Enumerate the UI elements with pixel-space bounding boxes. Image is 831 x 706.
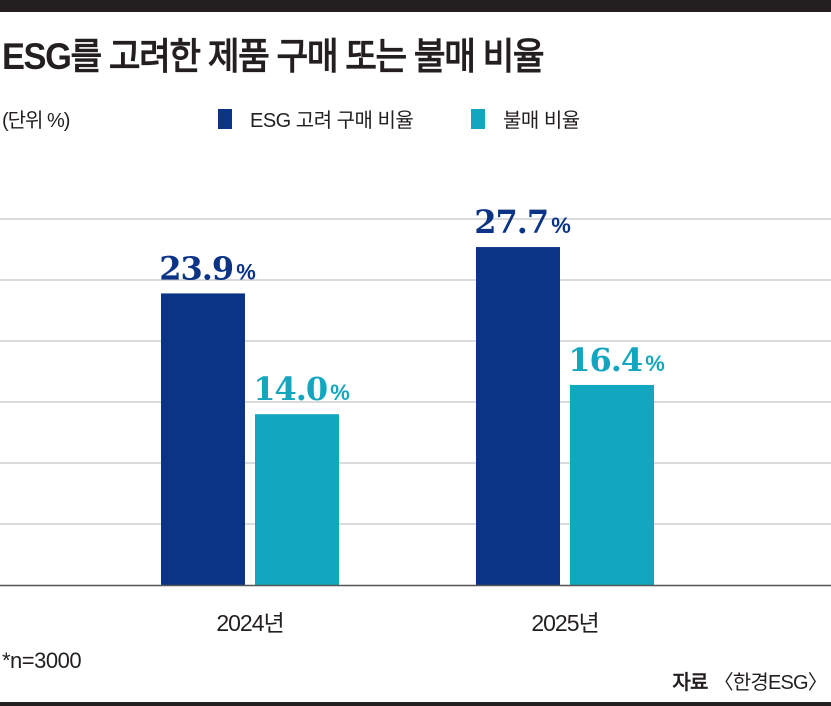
- data-label: 27.7%: [474, 203, 570, 241]
- legend-label-boycott: 불매 비율: [503, 110, 580, 132]
- bar-esg-1: [476, 247, 560, 585]
- percent-sign: %: [551, 213, 570, 238]
- percent-sign: %: [330, 380, 349, 405]
- x-tick-label: 2024년: [216, 610, 283, 636]
- source-name: 〈한경ESG〉: [713, 672, 828, 694]
- percent-sign: %: [645, 351, 664, 376]
- legend-swatch-esg: [218, 108, 232, 129]
- percent-sign: %: [236, 259, 255, 284]
- top-rule: [0, 0, 831, 12]
- bar-esg-0: [161, 293, 245, 585]
- unit-label: (단위 %): [2, 110, 70, 132]
- data-label: 23.9%: [159, 249, 255, 287]
- bottom-rule: [0, 702, 831, 706]
- source-label: 자료: [672, 672, 708, 694]
- legend-item-boycott: 불매 비율: [471, 104, 580, 133]
- legend-swatch-boycott: [471, 108, 485, 129]
- bar-boycott-1: [570, 384, 654, 585]
- legend-item-esg: ESG 고려 구매 비율: [218, 104, 414, 133]
- x-tick-label: 2025년: [531, 610, 598, 636]
- sample-note: *n=3000: [2, 648, 82, 673]
- source: 자료 〈한경ESG〉: [672, 666, 827, 695]
- data-label: 16.4%: [568, 341, 664, 379]
- bar-boycott-0: [255, 414, 339, 585]
- data-label: 14.0%: [253, 370, 349, 408]
- legend-label-esg: ESG 고려 구매 비율: [250, 110, 414, 132]
- chart-title: ESG를 고려한 제품 구매 또는 불매 비율: [2, 36, 545, 77]
